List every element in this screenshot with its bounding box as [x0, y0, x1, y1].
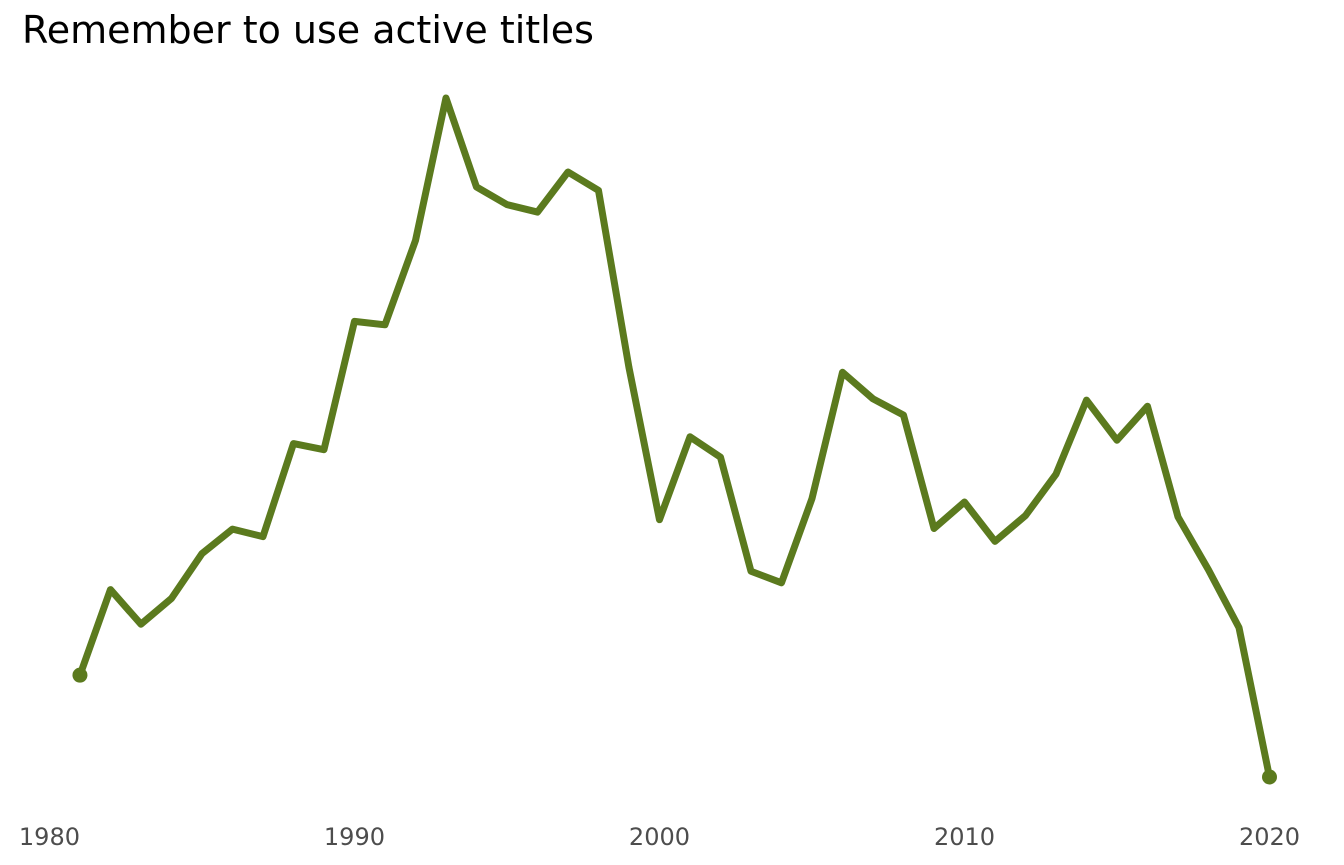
x-tick-label: 2020 [1239, 823, 1300, 851]
chart-title: Remember to use active titles [22, 8, 594, 52]
end-point-marker [1262, 769, 1277, 785]
x-tick-label: 1980 [19, 823, 80, 851]
x-axis-ticks: 1980 1990 2000 2010 2020 [19, 823, 1300, 851]
x-tick-label: 1990 [324, 823, 385, 851]
x-tick-label: 2010 [934, 823, 995, 851]
start-point-marker [72, 667, 88, 683]
x-tick-label: 2000 [629, 823, 690, 851]
series-layer [72, 94, 1277, 785]
series-line [76, 94, 1273, 781]
